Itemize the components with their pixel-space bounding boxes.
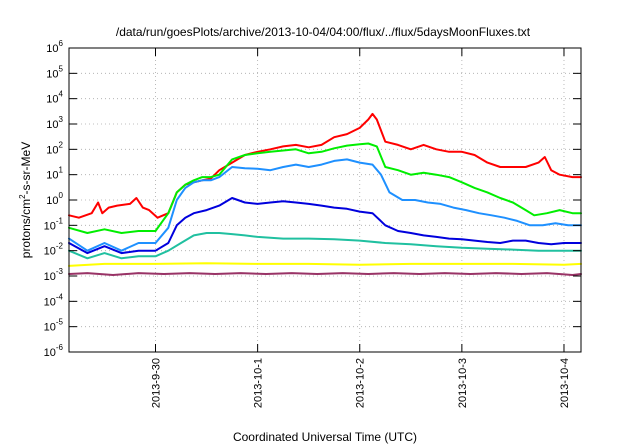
y-tick-label: 10-5 xyxy=(44,318,64,334)
y-tick-label-exp: -3 xyxy=(56,267,64,276)
x-tick-label: 2013-10-3 xyxy=(457,358,469,408)
x-tick-label: 2013-9-30 xyxy=(151,358,163,408)
y-tick-label-exp: 0 xyxy=(59,191,64,200)
y-tick-label-exp: 4 xyxy=(59,90,64,99)
y-tick-label-exp: 1 xyxy=(59,166,64,175)
y-tick-label-base: 10 xyxy=(46,170,58,182)
y-tick-label: 100 xyxy=(46,191,63,207)
x-axis-label: Coordinated Universal Time (UTC) xyxy=(233,430,417,444)
chart-title: /data/run/goesPlots/archive/2013-10-04/0… xyxy=(116,25,531,39)
series-line-4 xyxy=(68,197,582,255)
x-tick-label: 2013-10-2 xyxy=(355,358,367,408)
y-tick-label: 103 xyxy=(46,115,63,131)
y-tick-label-base: 10 xyxy=(46,119,58,131)
series-line-3 xyxy=(68,158,582,252)
y-tick-label: 10-1 xyxy=(44,216,64,232)
y-tick-label-exp: -6 xyxy=(56,343,64,352)
y-tick-label: 102 xyxy=(46,140,63,156)
y-tick-label-exp: 3 xyxy=(59,115,64,124)
y-tick-label-exp: -5 xyxy=(56,318,64,327)
y-tick-label-base: 10 xyxy=(44,271,56,283)
y-tick-label-exp: 5 xyxy=(59,64,64,73)
y-axis-label: protons/cm2-s-sr-MeV xyxy=(18,142,33,258)
y-tick-label: 10-6 xyxy=(44,343,64,359)
y-tick-label-base: 10 xyxy=(46,43,58,55)
y-tick-label-base: 10 xyxy=(46,68,58,80)
y-axis-label-sup: 2 xyxy=(18,194,27,199)
y-tick-label: 105 xyxy=(46,64,63,80)
series-line-1 xyxy=(68,112,582,219)
series-line-6 xyxy=(68,262,582,267)
y-tick-label: 10-2 xyxy=(44,242,64,258)
y-axis-label-base: protons/cm xyxy=(19,199,33,258)
y-axis-label-rest: -s-sr-MeV xyxy=(19,142,33,195)
y-tick-label-base: 10 xyxy=(44,220,56,232)
x-tick-labels: 2013-9-30 2013-10-1 2013-10-2 2013-10-3 2013… xyxy=(151,358,571,408)
y-tick-label-base: 10 xyxy=(44,322,56,334)
y-tick-label: 106 xyxy=(46,39,63,55)
series-group xyxy=(68,112,582,276)
y-tick-label: 10-4 xyxy=(44,292,64,308)
y-tick-label-base: 10 xyxy=(44,296,56,308)
series-line-5 xyxy=(68,232,582,260)
series-line-2 xyxy=(68,142,582,234)
y-tick-label-base: 10 xyxy=(46,195,58,207)
y-tick-label-exp: 2 xyxy=(59,140,64,149)
x-tick-label: 2013-10-4 xyxy=(559,358,571,408)
y-tick-label-base: 10 xyxy=(44,246,56,258)
y-tick-label-exp: -2 xyxy=(56,242,64,251)
y-tick-label-exp: -4 xyxy=(56,292,64,301)
y-tick-label-exp: 6 xyxy=(59,39,64,48)
y-tick-label-base: 10 xyxy=(46,94,58,106)
axis-ticks xyxy=(69,47,581,353)
y-tick-label-exp: -1 xyxy=(56,216,64,225)
series-line-7 xyxy=(68,272,582,276)
y-tick-label: 10-3 xyxy=(44,267,64,283)
y-tick-labels: 10610510410310210110010-110-210-310-410-… xyxy=(44,39,64,359)
y-tick-label: 101 xyxy=(46,166,63,182)
y-tick-label-base: 10 xyxy=(44,347,56,359)
x-tick-label: 2013-10-1 xyxy=(253,358,265,408)
y-tick-label-base: 10 xyxy=(46,144,58,156)
y-tick-label: 104 xyxy=(46,90,63,106)
